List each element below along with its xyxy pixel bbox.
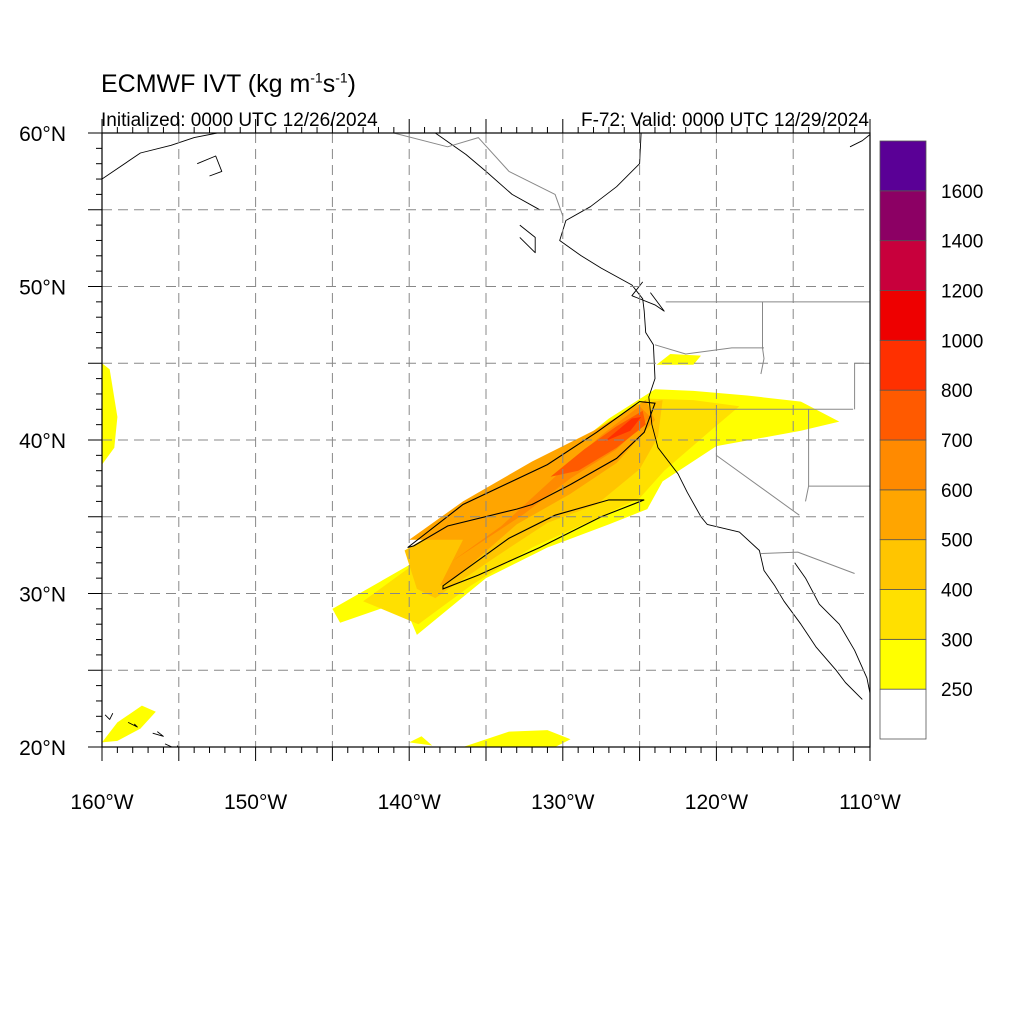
lon-tick-label: 160°W <box>70 791 133 814</box>
colorbar-swatch <box>879 439 927 491</box>
graticule <box>102 133 870 747</box>
coastline <box>127 721 138 728</box>
units-mid: s <box>322 70 336 98</box>
colorbar-label: 800 <box>941 381 973 402</box>
ivt-region-250 <box>656 354 701 365</box>
colorbar-label: 1600 <box>941 182 983 203</box>
colorbar-label: 700 <box>941 431 973 452</box>
ivt-region-800 <box>604 417 642 442</box>
ivt-region-250 <box>102 363 118 465</box>
axis-ticks <box>88 119 871 761</box>
lon-tick-label: 130°W <box>531 791 594 814</box>
valid-time-label: F-72: Valid: 0000 UTC 12/29/2024 <box>581 110 869 131</box>
colorbar-label: 1200 <box>941 282 983 303</box>
colorbar-swatch <box>879 638 927 690</box>
colorbar-swatch <box>879 389 927 441</box>
colorbar-swatch <box>879 489 927 541</box>
lat-tick-label: 30°N <box>19 584 66 607</box>
ivt-contour-500 <box>407 401 656 549</box>
colorbar-swatch <box>879 240 927 291</box>
political-border <box>760 301 765 375</box>
coastline <box>102 133 218 180</box>
political-border <box>654 344 764 355</box>
ivt-region-250 <box>463 730 571 747</box>
lon-tick-label: 120°W <box>685 791 748 814</box>
coastline <box>794 562 870 694</box>
colorbar-label: 400 <box>941 581 973 602</box>
lat-tick-label: 20°N <box>19 737 66 760</box>
colorbar-swatch <box>879 339 927 391</box>
units-exponent-2: -1 <box>335 69 348 86</box>
map-frame <box>101 132 871 748</box>
colorbar-swatch <box>879 140 927 192</box>
colorbar-label: 500 <box>941 531 973 552</box>
lon-tick-label: 140°W <box>378 791 441 814</box>
units-open: (kg m <box>247 70 311 98</box>
coastline <box>164 743 179 747</box>
lon-tick-label: 150°W <box>224 791 287 814</box>
coastline <box>197 155 223 177</box>
geographic-lines <box>102 133 870 747</box>
ivt-region-250 <box>409 736 433 746</box>
ivt-contour-500 <box>442 499 645 590</box>
coastline <box>104 712 114 720</box>
title-text: ECMWF IVT <box>101 70 241 98</box>
colorbar: 250 300 400 500 600 700 800 1000 1200 1400 1600 <box>879 140 983 740</box>
colorbar-swatch <box>879 290 927 341</box>
coastline <box>519 224 536 254</box>
colorbar-swatch <box>879 688 927 740</box>
lon-tick-label: 110°W <box>839 791 901 814</box>
colorbar-label: 300 <box>941 630 973 651</box>
coastline <box>152 731 164 737</box>
colorbar-swatch <box>879 539 927 590</box>
coastline <box>849 134 870 148</box>
colorbar-label: 600 <box>941 481 973 502</box>
political-border <box>760 551 855 574</box>
colorbar-label: 1000 <box>941 331 983 352</box>
colorbar-label: 250 <box>941 680 973 701</box>
units-close: ) <box>347 70 356 98</box>
colorbar-label: 1400 <box>941 232 983 253</box>
lat-tick-label: 50°N <box>19 277 66 300</box>
colorbar-swatch <box>879 190 927 242</box>
coastline <box>559 133 863 700</box>
lat-tick-label: 40°N <box>19 430 66 453</box>
ivt-region-250 <box>102 705 156 743</box>
political-border <box>393 133 564 217</box>
map-title: ECMWF IVT (kg m-1s-1) <box>101 70 356 99</box>
colorbar-swatch <box>879 589 927 640</box>
ivt-contours <box>407 401 656 590</box>
init-time-label: Initialized: 0000 UTC 12/26/2024 <box>101 110 378 131</box>
title-units: (kg m-1s-1) <box>248 70 356 98</box>
lat-tick-label: 60°N <box>19 123 66 146</box>
map-panel: 160°W 150°W 140°W 130°W 120°W 110°W 20°N 30°N 40… <box>19 119 901 814</box>
axis-labels: 160°W 150°W 140°W 130°W 120°W 110°W 20°N 30°N 40… <box>19 123 901 814</box>
coastline <box>631 281 665 312</box>
units-exponent-1: -1 <box>310 69 323 86</box>
